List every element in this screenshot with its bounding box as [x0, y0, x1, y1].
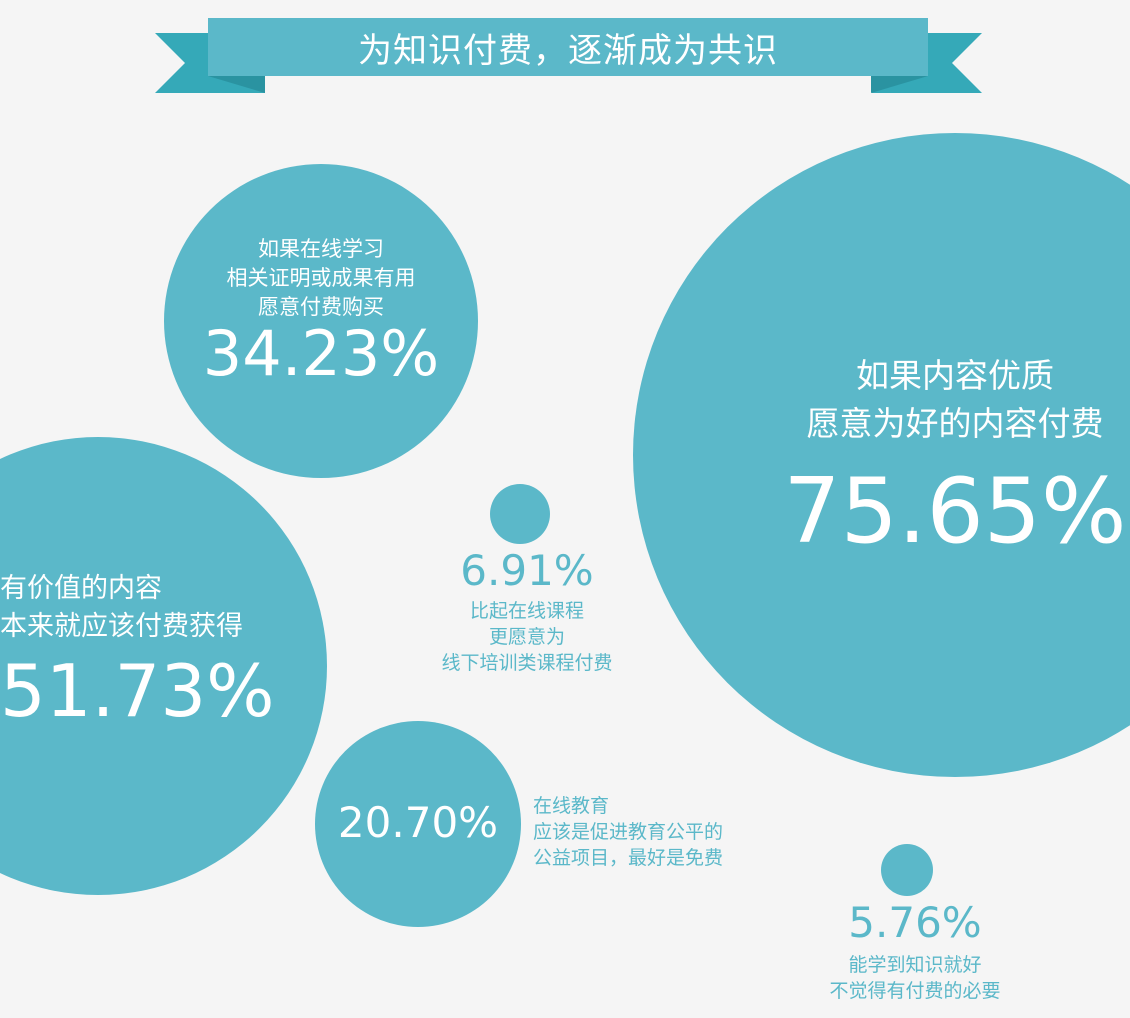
- bubble-caption-line: 应该是促进教育公平的: [533, 821, 724, 843]
- bubble-caption-line: 不觉得有付费的必要: [829, 980, 1001, 1002]
- bubble-caption-line: 线下培训类课程付费: [441, 652, 613, 674]
- bubble-caption-line: 愿意付费购买: [258, 295, 384, 319]
- ribbon-fold-right: [871, 76, 928, 93]
- bubble-caption-line: 公益项目，最好是免费: [533, 847, 724, 869]
- bubble-value-label: 75.65%: [783, 459, 1127, 564]
- bubble-caption-line: 如果在线学习: [258, 237, 384, 261]
- page-title: 为知识付费，逐渐成为共识: [208, 18, 928, 76]
- bubble-caption-line: 有价值的内容: [0, 573, 162, 604]
- bubble-6-91pct: [490, 484, 550, 544]
- bubble-20-70pct: [315, 721, 521, 927]
- bubble-caption-line: 能学到知识就好: [848, 954, 982, 976]
- bubble-value-label: 20.70%: [337, 798, 499, 847]
- ribbon-fold-left: [208, 76, 265, 93]
- bubble-caption-line: 更愿意为: [488, 626, 565, 648]
- bubble-5-76pct: [881, 844, 933, 896]
- bubble-caption-line: 愿意为好的内容付费: [806, 404, 1104, 443]
- bubble-51-73pct: [0, 437, 327, 895]
- bubble-value-label: 34.23%: [202, 317, 440, 390]
- bubble-caption-line: 比起在线课程: [469, 600, 584, 622]
- bubble-caption-line: 在线教育: [533, 795, 610, 817]
- bubble-34-23pct: [164, 164, 478, 478]
- bubble-caption-line: 如果内容优质: [856, 356, 1054, 395]
- bubble-caption-line: 本来就应该付费获得: [0, 611, 243, 642]
- bubble-value-label: 5.76%: [848, 898, 982, 947]
- bubble-value-label: 6.91%: [460, 546, 594, 595]
- bubble-caption-line: 相关证明或成果有用: [226, 266, 416, 290]
- bubble-value-label: 51.73%: [0, 649, 275, 733]
- bubble-75-65pct: [633, 133, 1130, 777]
